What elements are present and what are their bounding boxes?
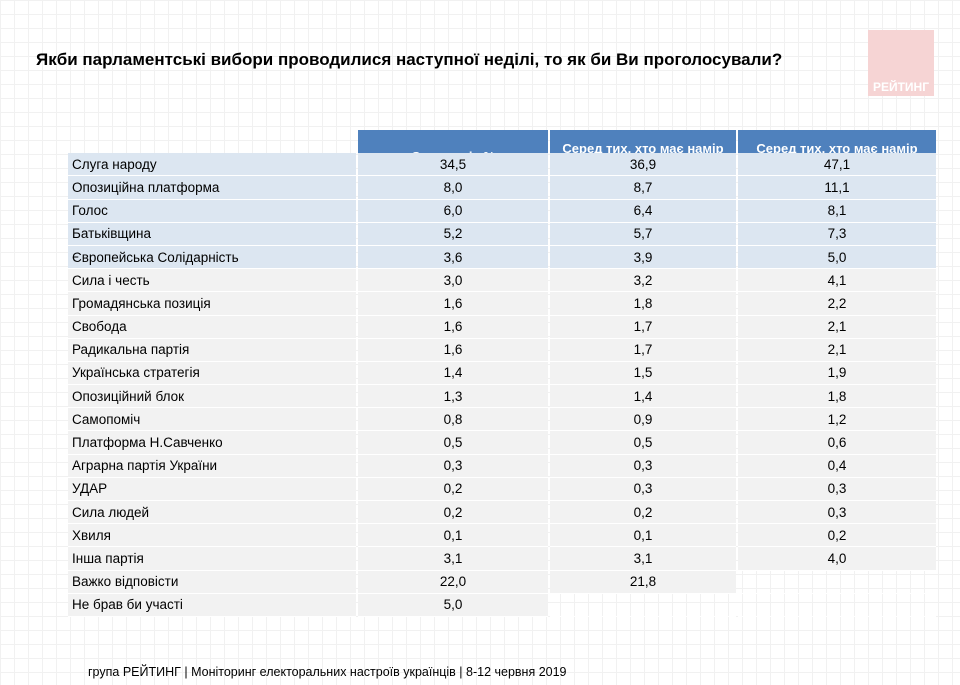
all-respondents-cell: 1,4: [358, 361, 548, 386]
page-title: Якби парламентські вибори проводилися на…: [36, 50, 783, 69]
decided-voters-cell: 2,1: [738, 338, 936, 362]
all-respondents-cell: 0,1: [358, 524, 548, 548]
decided-voters-cell: 0,6: [738, 431, 936, 455]
decided-voters-cell: 0,3: [738, 477, 936, 501]
all-respondents-cell: 0,5: [358, 431, 548, 455]
all-respondents-cell: 22,0: [358, 570, 548, 594]
decided-voters-cell: 0,3: [738, 501, 936, 525]
intend-to-vote-cell: 1,8: [550, 292, 736, 316]
all-respondents-cell: 3,1: [358, 547, 548, 571]
party-name-cell: Інша партія: [68, 547, 356, 571]
all-respondents-cell: 5,0: [358, 593, 548, 617]
party-name-cell: Важко відповісти: [68, 570, 356, 594]
intend-to-vote-cell: 5,7: [550, 222, 736, 246]
decided-voters-cell: 2,1: [738, 315, 936, 339]
decided-voters-cell: 1,2: [738, 408, 936, 432]
intend-to-vote-cell: 3,1: [550, 547, 736, 571]
decided-voters-cell: 4,0: [738, 547, 936, 571]
intend-to-vote-cell: 0,2: [550, 501, 736, 525]
all-respondents-cell: 3,0: [358, 269, 548, 293]
party-name-cell: Опозиційна платформа: [68, 176, 356, 200]
party-name-cell: Європейська Солідарність: [68, 245, 356, 270]
all-respondents-cell: 1,6: [358, 338, 548, 362]
intend-to-vote-cell: 1,4: [550, 385, 736, 409]
party-name-cell: Сила і честь: [68, 269, 356, 293]
party-name-cell: Платформа Н.Савченко: [68, 431, 356, 455]
intend-to-vote-cell: [550, 594, 736, 617]
party-name-cell: Опозиційний блок: [68, 385, 356, 409]
party-name-cell: Аграрна партія України: [68, 454, 356, 478]
intend-to-vote-cell: 0,1: [550, 524, 736, 548]
decided-voters-cell: 4,1: [738, 269, 936, 293]
footer-caption: група РЕЙТИНГ | Моніторинг електоральних…: [88, 665, 567, 679]
decided-voters-cell: 47,1: [738, 153, 936, 177]
decided-voters-cell: [738, 594, 936, 617]
intend-to-vote-cell: 36,9: [550, 153, 736, 177]
decided-voters-cell: 0,4: [738, 454, 936, 478]
intend-to-vote-cell: 3,2: [550, 269, 736, 293]
decided-voters-cell: 11,1: [738, 176, 936, 200]
intend-to-vote-cell: 8,7: [550, 176, 736, 200]
results-table: Серед усіх % Серед тих, хто має намір го…: [68, 130, 936, 617]
party-name-cell: Голос: [68, 199, 356, 223]
all-respondents-cell: 6,0: [358, 199, 548, 223]
decided-voters-cell: 2,2: [738, 292, 936, 316]
party-name-cell: Не брав би участі: [68, 593, 356, 617]
intend-to-vote-cell: 0,9: [550, 408, 736, 432]
decided-voters-cell: 0,2: [738, 524, 936, 548]
intend-to-vote-cell: 21,8: [550, 570, 736, 594]
all-respondents-cell: 0,2: [358, 501, 548, 525]
all-respondents-cell: 5,2: [358, 222, 548, 246]
all-respondents-cell: 1,6: [358, 292, 548, 316]
party-name-cell: Українська стратегія: [68, 361, 356, 386]
party-name-cell: Радикальна партія: [68, 338, 356, 362]
all-respondents-cell: 1,3: [358, 385, 548, 409]
decided-voters-cell: 1,9: [738, 361, 936, 386]
all-respondents-cell: 3,6: [358, 245, 548, 270]
party-name-cell: Хвиля: [68, 524, 356, 548]
party-name-cell: Батьківщина: [68, 222, 356, 246]
all-respondents-cell: 0,3: [358, 454, 548, 478]
decided-voters-cell: 1,8: [738, 385, 936, 409]
decided-voters-cell: 7,3: [738, 222, 936, 246]
intend-to-vote-cell: 3,9: [550, 245, 736, 270]
decided-voters-cell: 5,0: [738, 245, 936, 270]
intend-to-vote-cell: 0,3: [550, 454, 736, 478]
party-name-cell: Слуга народу: [68, 153, 356, 177]
all-respondents-cell: 0,8: [358, 408, 548, 432]
all-respondents-cell: 1,6: [358, 315, 548, 339]
all-respondents-cell: 34,5: [358, 153, 548, 177]
party-name-cell: УДАР: [68, 477, 356, 501]
rating-logo: РЕЙТИНГ: [868, 30, 934, 96]
intend-to-vote-cell: 0,5: [550, 431, 736, 455]
party-name-cell: Громадянська позиція: [68, 292, 356, 316]
party-name-cell: Сила людей: [68, 501, 356, 525]
party-name-cell: Самопоміч: [68, 408, 356, 432]
intend-to-vote-cell: 6,4: [550, 199, 736, 223]
intend-to-vote-cell: 1,7: [550, 315, 736, 339]
intend-to-vote-cell: 1,7: [550, 338, 736, 362]
logo-text: РЕЙТИНГ: [872, 80, 930, 94]
decided-voters-cell: [738, 571, 936, 594]
decided-voters-cell: 8,1: [738, 199, 936, 223]
intend-to-vote-cell: 1,5: [550, 361, 736, 386]
intend-to-vote-cell: 0,3: [550, 477, 736, 501]
all-respondents-cell: 0,2: [358, 477, 548, 501]
all-respondents-cell: 8,0: [358, 176, 548, 200]
party-name-cell: Свобода: [68, 315, 356, 339]
